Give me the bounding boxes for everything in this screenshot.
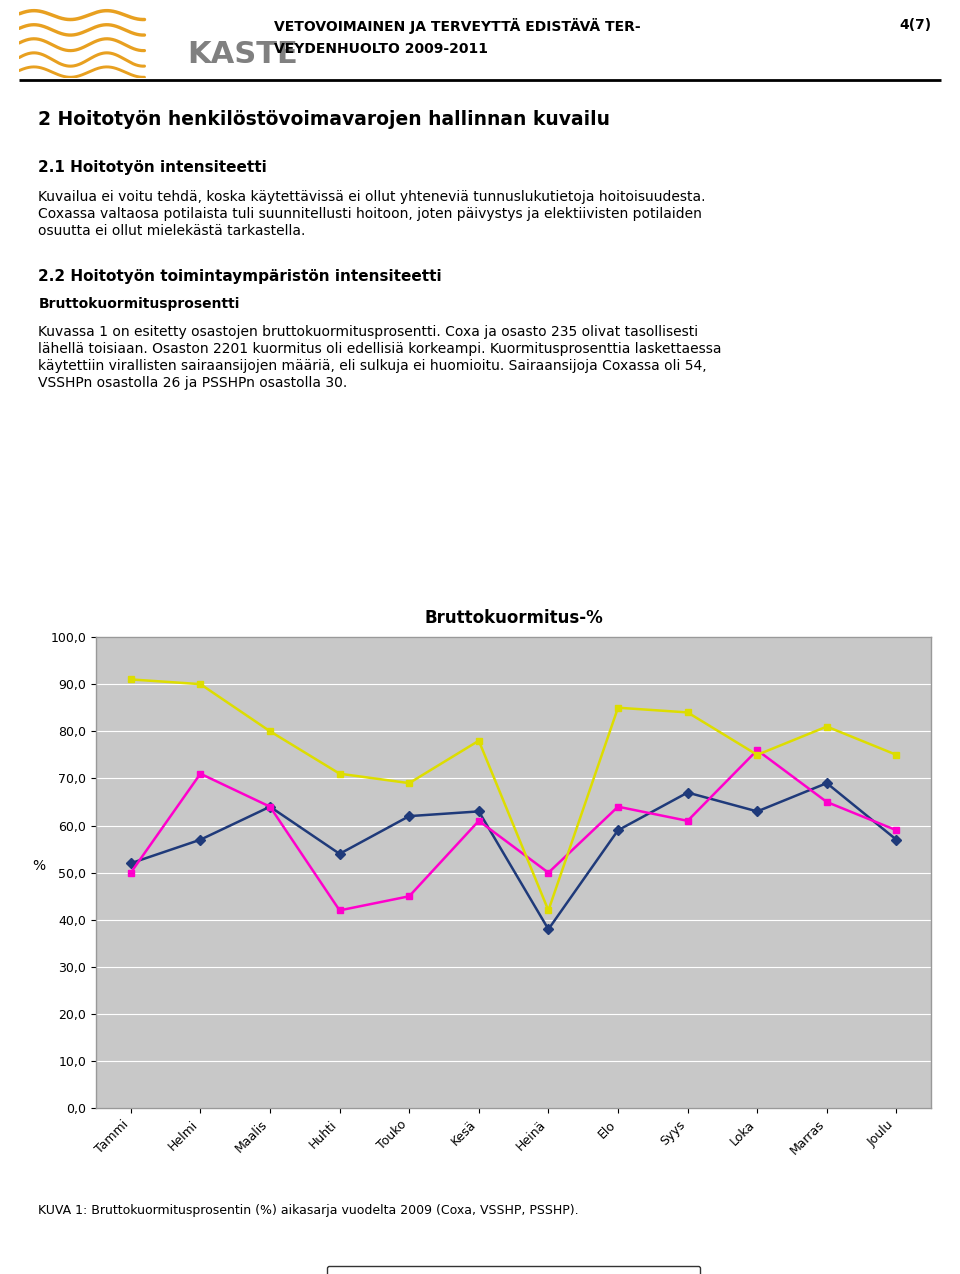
Line: PSSHP/2201: PSSHP/2201: [128, 676, 900, 913]
Coxa: [891, 832, 902, 847]
Title: Bruttokuormitus-%: Bruttokuormitus-%: [424, 609, 603, 627]
Text: Kuvassa 1 on esitetty osastojen bruttokuormitusprosentti. Coxa ja osasto 235 oli: Kuvassa 1 on esitetty osastojen bruttoku…: [38, 325, 699, 339]
Coxa: [125, 856, 136, 871]
Legend: Coxa, VSSHP/235, PSSHP/2201: Coxa, VSSHP/235, PSSHP/2201: [326, 1266, 701, 1274]
PSSHP/2201: [195, 676, 206, 692]
Coxa: [473, 804, 485, 819]
Line: VSSHP/235: VSSHP/235: [128, 747, 900, 913]
Text: 2 Hoitotyön henkilöstövoimavarojen hallinnan kuvailu: 2 Hoitotyön henkilöstövoimavarojen halli…: [38, 110, 611, 129]
PSSHP/2201: [264, 724, 276, 739]
Text: VSSHPn osastolla 26 ja PSSHPn osastolla 30.: VSSHPn osastolla 26 ja PSSHPn osastolla …: [38, 376, 348, 390]
Text: Coxassa valtaosa potilaista tuli suunnitellusti hoitoon, joten päivystys ja elek: Coxassa valtaosa potilaista tuli suunnit…: [38, 206, 703, 220]
PSSHP/2201: [125, 671, 136, 687]
Text: osuutta ei ollut mielekästä tarkastella.: osuutta ei ollut mielekästä tarkastella.: [38, 224, 306, 238]
VSSHP/235: [125, 865, 136, 880]
Text: 4(7): 4(7): [900, 18, 931, 32]
Coxa: [334, 846, 346, 861]
Text: lähellä toisiaan. Osaston 2201 kuormitus oli edellisiä korkeampi. Kuormitusprose: lähellä toisiaan. Osaston 2201 kuormitus…: [38, 341, 722, 355]
Text: VEYDENHUOLTO 2009-2011: VEYDENHUOLTO 2009-2011: [274, 42, 488, 56]
Text: 2.2 Hoitotyön toimintaympäristön intensiteetti: 2.2 Hoitotyön toimintaympäristön intensi…: [38, 269, 442, 284]
PSSHP/2201: [334, 766, 346, 781]
PSSHP/2201: [542, 903, 554, 919]
VSSHP/235: [334, 903, 346, 919]
PSSHP/2201: [752, 747, 763, 762]
VSSHP/235: [403, 889, 415, 905]
VSSHP/235: [891, 823, 902, 838]
Text: KUVA 1: Bruttokuormitusprosentin (%) aikasarja vuodelta 2009 (Coxa, VSSHP, PSSHP: KUVA 1: Bruttokuormitusprosentin (%) aik…: [38, 1204, 579, 1217]
Coxa: [752, 804, 763, 819]
PSSHP/2201: [682, 705, 693, 720]
PSSHP/2201: [473, 733, 485, 748]
VSSHP/235: [682, 813, 693, 828]
Y-axis label: %: %: [33, 859, 46, 873]
Text: Kuvailua ei voitu tehdä, koska käytettävissä ei ollut yhteneviä tunnuslukutietoj: Kuvailua ei voitu tehdä, koska käytettäv…: [38, 190, 706, 204]
Coxa: [264, 799, 276, 814]
Line: Coxa: Coxa: [128, 780, 900, 933]
VSSHP/235: [752, 743, 763, 758]
Coxa: [612, 823, 624, 838]
Text: 2.1 Hoitotyön intensiteetti: 2.1 Hoitotyön intensiteetti: [38, 161, 267, 175]
Coxa: [821, 776, 832, 791]
Text: käytettiin virallisten sairaansijojen määriä, eli sulkuja ei huomioitu. Sairaans: käytettiin virallisten sairaansijojen mä…: [38, 359, 707, 373]
Text: VETOVOIMAINEN JA TERVEYTTÄ EDISTÄVÄ TER-: VETOVOIMAINEN JA TERVEYTTÄ EDISTÄVÄ TER-: [274, 18, 640, 34]
PSSHP/2201: [891, 747, 902, 762]
VSSHP/235: [821, 795, 832, 810]
VSSHP/235: [264, 799, 276, 814]
Text: Bruttokuormitusprosentti: Bruttokuormitusprosentti: [38, 297, 240, 311]
PSSHP/2201: [821, 719, 832, 734]
Coxa: [403, 809, 415, 824]
PSSHP/2201: [612, 701, 624, 716]
Coxa: [542, 921, 554, 936]
VSSHP/235: [195, 766, 206, 781]
VSSHP/235: [612, 799, 624, 814]
PSSHP/2201: [403, 776, 415, 791]
Text: KASTE: KASTE: [187, 39, 298, 69]
VSSHP/235: [473, 813, 485, 828]
Coxa: [195, 832, 206, 847]
VSSHP/235: [542, 865, 554, 880]
Coxa: [682, 785, 693, 800]
